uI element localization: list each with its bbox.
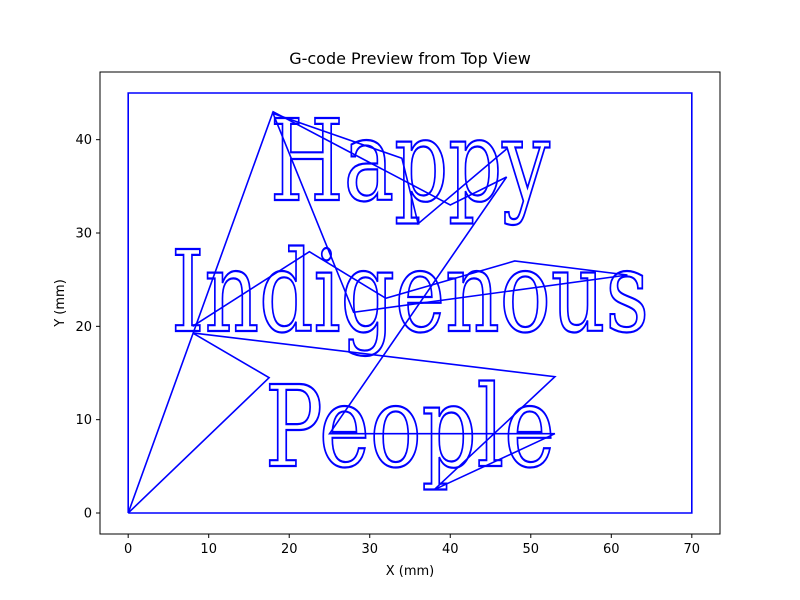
x-tick-label: 10 bbox=[200, 542, 217, 557]
x-tick-label: 70 bbox=[684, 542, 701, 557]
x-axis: 0 10 20 30 40 50 60 70 bbox=[124, 534, 700, 557]
engraved-word-1: Happy bbox=[270, 97, 550, 227]
series-line-travel-moves-1 bbox=[127, 110, 557, 514]
x-tick-label: 40 bbox=[442, 542, 459, 557]
x-tick-label: 50 bbox=[523, 542, 540, 557]
y-tick-label: 20 bbox=[75, 320, 92, 335]
y-tick-label: 30 bbox=[75, 227, 92, 242]
engraved-text: Happy Indigenous People bbox=[170, 96, 650, 494]
series-layer bbox=[127, 92, 693, 514]
plot-area-frame bbox=[99, 71, 721, 535]
x-tick-label: 0 bbox=[124, 542, 132, 557]
x-tick-label: 60 bbox=[603, 542, 620, 557]
y-axis-title: Y (mm) bbox=[53, 279, 68, 328]
engraved-word-2: Indigenous bbox=[171, 228, 649, 358]
engraved-word-3: People bbox=[265, 363, 555, 493]
series-line-border-0 bbox=[127, 92, 693, 514]
y-tick-label: 10 bbox=[75, 413, 92, 428]
y-tick-label: 0 bbox=[84, 507, 92, 522]
y-axis: 0 10 20 30 40 bbox=[75, 133, 100, 522]
x-tick-label: 20 bbox=[281, 542, 298, 557]
x-axis-title: X (mm) bbox=[386, 564, 435, 579]
chart-title: G-code Preview from Top View bbox=[289, 49, 531, 68]
x-tick-label: 30 bbox=[361, 542, 378, 557]
series-line-travel-moves-2 bbox=[192, 112, 628, 327]
y-tick-label: 40 bbox=[75, 133, 92, 148]
